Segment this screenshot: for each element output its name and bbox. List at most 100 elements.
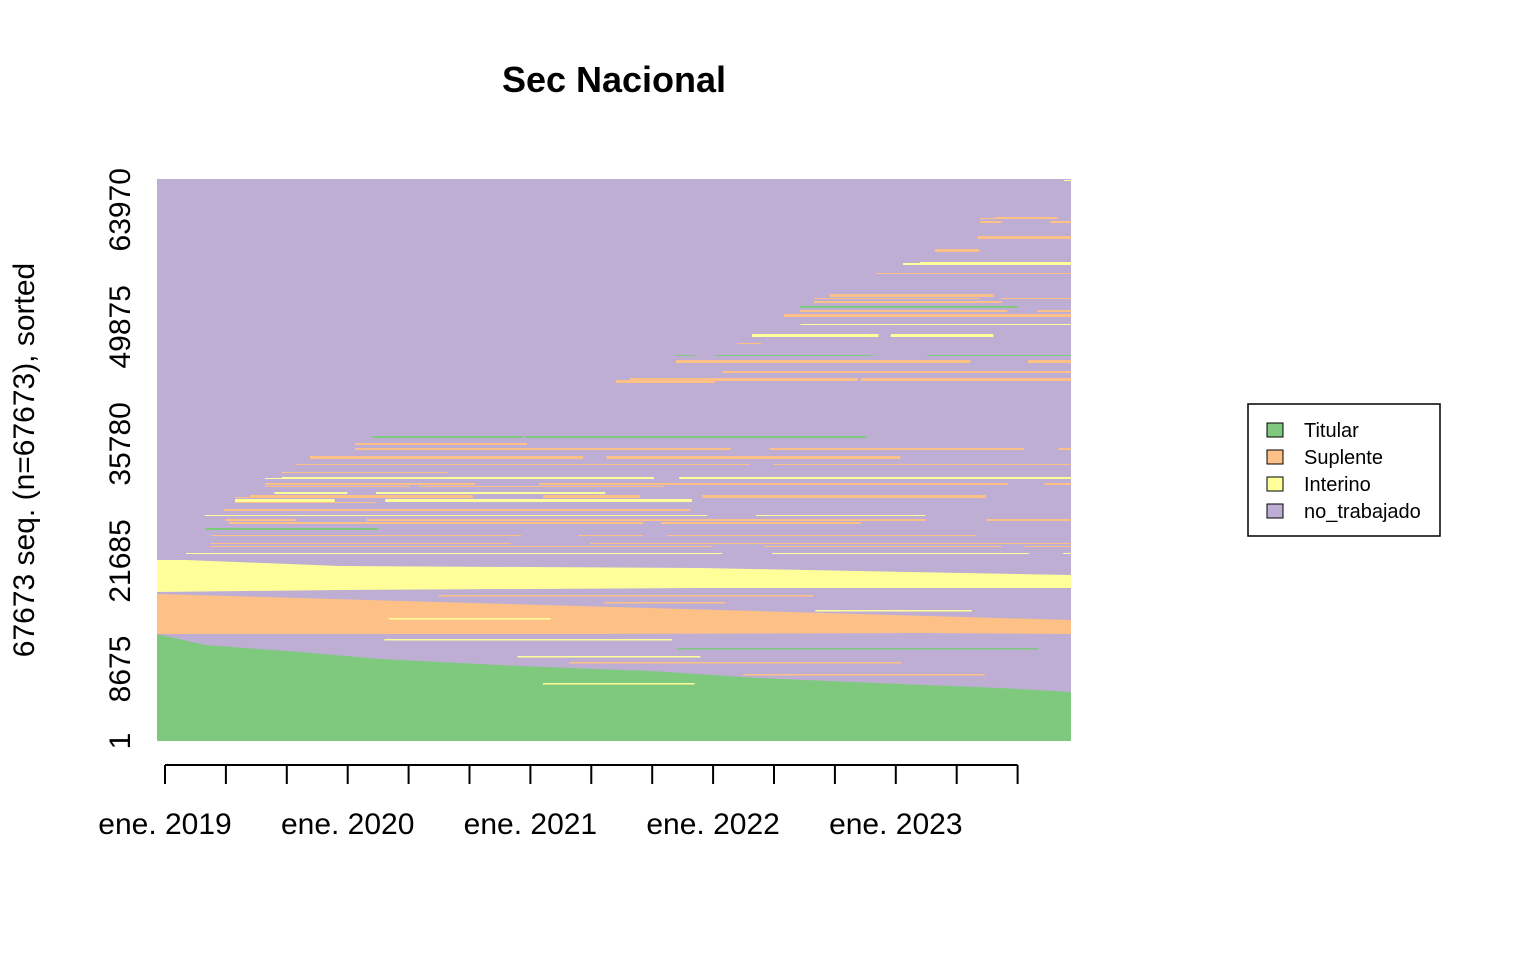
sequence-segment xyxy=(986,519,1071,521)
sequence-segment xyxy=(1050,221,1071,223)
legend-label: Interino xyxy=(1304,474,1371,496)
legend-swatch xyxy=(1266,449,1284,465)
sequence-segment xyxy=(184,553,723,554)
y-tick-label: 21685 xyxy=(104,519,137,602)
sequence-segment xyxy=(202,515,708,516)
x-tick-label: ene. 2022 xyxy=(646,808,779,841)
sequence-segment xyxy=(539,483,1008,485)
x-tick-label: ene. 2023 xyxy=(829,808,962,841)
sequence-segment xyxy=(743,674,985,676)
sequence-segment xyxy=(667,535,977,536)
sequence-segment xyxy=(225,519,296,521)
sequence-segment xyxy=(679,477,1071,479)
legend-swatch xyxy=(1266,422,1284,438)
sequence-segment xyxy=(191,472,449,473)
legend-label: no_trabajado xyxy=(1304,501,1421,523)
sequence-segment xyxy=(210,543,512,544)
sequence-segment xyxy=(418,486,664,487)
region-interino-band xyxy=(157,560,1071,592)
sequence-segment xyxy=(1027,360,1071,363)
sequence-segment xyxy=(860,378,1071,381)
sequence-segment xyxy=(224,502,376,503)
mixed-sequences-lower xyxy=(384,595,1039,685)
sequence-segment xyxy=(755,515,926,516)
sequence-segment xyxy=(606,456,901,459)
sequence-segment xyxy=(702,495,986,498)
sequence-segment xyxy=(384,639,673,641)
y-tick-label: 49875 xyxy=(104,285,137,368)
sequence-segment xyxy=(517,656,701,658)
sequence-segment xyxy=(203,495,473,498)
sequence-segment xyxy=(559,360,971,363)
sequence-segment xyxy=(274,492,348,494)
sequence-segment xyxy=(195,443,527,445)
sequence-segment xyxy=(376,492,606,494)
sequence-segment xyxy=(773,464,1071,465)
sequence-segment xyxy=(543,495,640,498)
plot-area xyxy=(157,179,1071,741)
y-tick-label: 8675 xyxy=(104,636,137,703)
legend-label: Titular xyxy=(1304,420,1359,442)
y-tick-label: 1 xyxy=(104,733,137,750)
legend-label: Suplente xyxy=(1304,447,1383,469)
y-axis-label: 67673 seq. (n=67673), sorted xyxy=(8,263,41,657)
sequence-segment xyxy=(977,236,1071,239)
sequence-segment xyxy=(815,610,972,612)
y-tick-label: 63970 xyxy=(104,168,137,251)
sequence-segment xyxy=(228,522,643,524)
sequence-segment xyxy=(1037,310,1071,312)
sequence-segment xyxy=(604,602,726,604)
sequence-segment xyxy=(769,448,1024,450)
sequence-segment xyxy=(568,662,901,664)
sequence-segment xyxy=(772,553,1029,554)
sequence-segment xyxy=(756,306,1018,308)
y-tick-label: 35780 xyxy=(104,402,137,485)
sequence-segment xyxy=(209,546,712,547)
region-titular-sorted xyxy=(157,634,1071,741)
sequence-segment xyxy=(767,273,1071,274)
sequence-segment xyxy=(159,483,476,485)
sequence-segment xyxy=(567,625,675,627)
sequence-segment xyxy=(224,509,691,511)
sequence-segment xyxy=(212,477,654,479)
sequence-segment xyxy=(525,436,867,438)
x-tick-label: ene. 2021 xyxy=(464,808,597,841)
region-suplente-band xyxy=(157,594,1071,634)
sequence-segment xyxy=(705,334,879,337)
x-tick-label: ene. 2020 xyxy=(281,808,414,841)
sequence-segment xyxy=(182,499,335,502)
sequence-segment xyxy=(388,618,551,620)
sequence-segment xyxy=(1024,546,1071,547)
sequence-segment xyxy=(763,546,1002,547)
sequence-segment xyxy=(312,464,750,465)
sequence-segment xyxy=(211,535,521,536)
sequence-segment xyxy=(166,456,584,459)
sequence-segment xyxy=(189,448,731,450)
sequence-segment xyxy=(677,648,1039,650)
sequence-segment xyxy=(565,378,859,381)
sequence-segment xyxy=(590,543,1071,544)
sequence-segment xyxy=(542,683,695,685)
sequence-segment xyxy=(1063,553,1071,554)
sequence-segment xyxy=(926,355,1071,356)
chart-title: Sec Nacional xyxy=(502,59,726,100)
sequence-segment xyxy=(539,632,683,634)
sequence-segment xyxy=(1058,448,1071,450)
sequence-segment xyxy=(739,310,1008,312)
sequence-segment xyxy=(1000,298,1071,299)
sequence-segment xyxy=(583,314,1071,317)
x-tick-label: ene. 2019 xyxy=(98,808,231,841)
sequence-segment xyxy=(385,499,692,502)
sequence-segment xyxy=(806,294,994,297)
sequence-segment xyxy=(1044,483,1071,485)
y-axis: 1 8675 21685 35780 49875 63970 xyxy=(104,168,137,749)
region-no_trabajado xyxy=(157,179,1071,741)
x-axis: ene. 2019 ene. 2020 ene. 2021 ene. 2022 ene.… xyxy=(98,764,1019,841)
sequence-segment xyxy=(800,324,1071,325)
sequence-segment xyxy=(438,595,814,597)
sequence-segment xyxy=(714,355,874,356)
legend-swatch xyxy=(1266,503,1284,519)
sequence-segment xyxy=(722,371,1071,373)
sequence-segment xyxy=(190,528,379,530)
